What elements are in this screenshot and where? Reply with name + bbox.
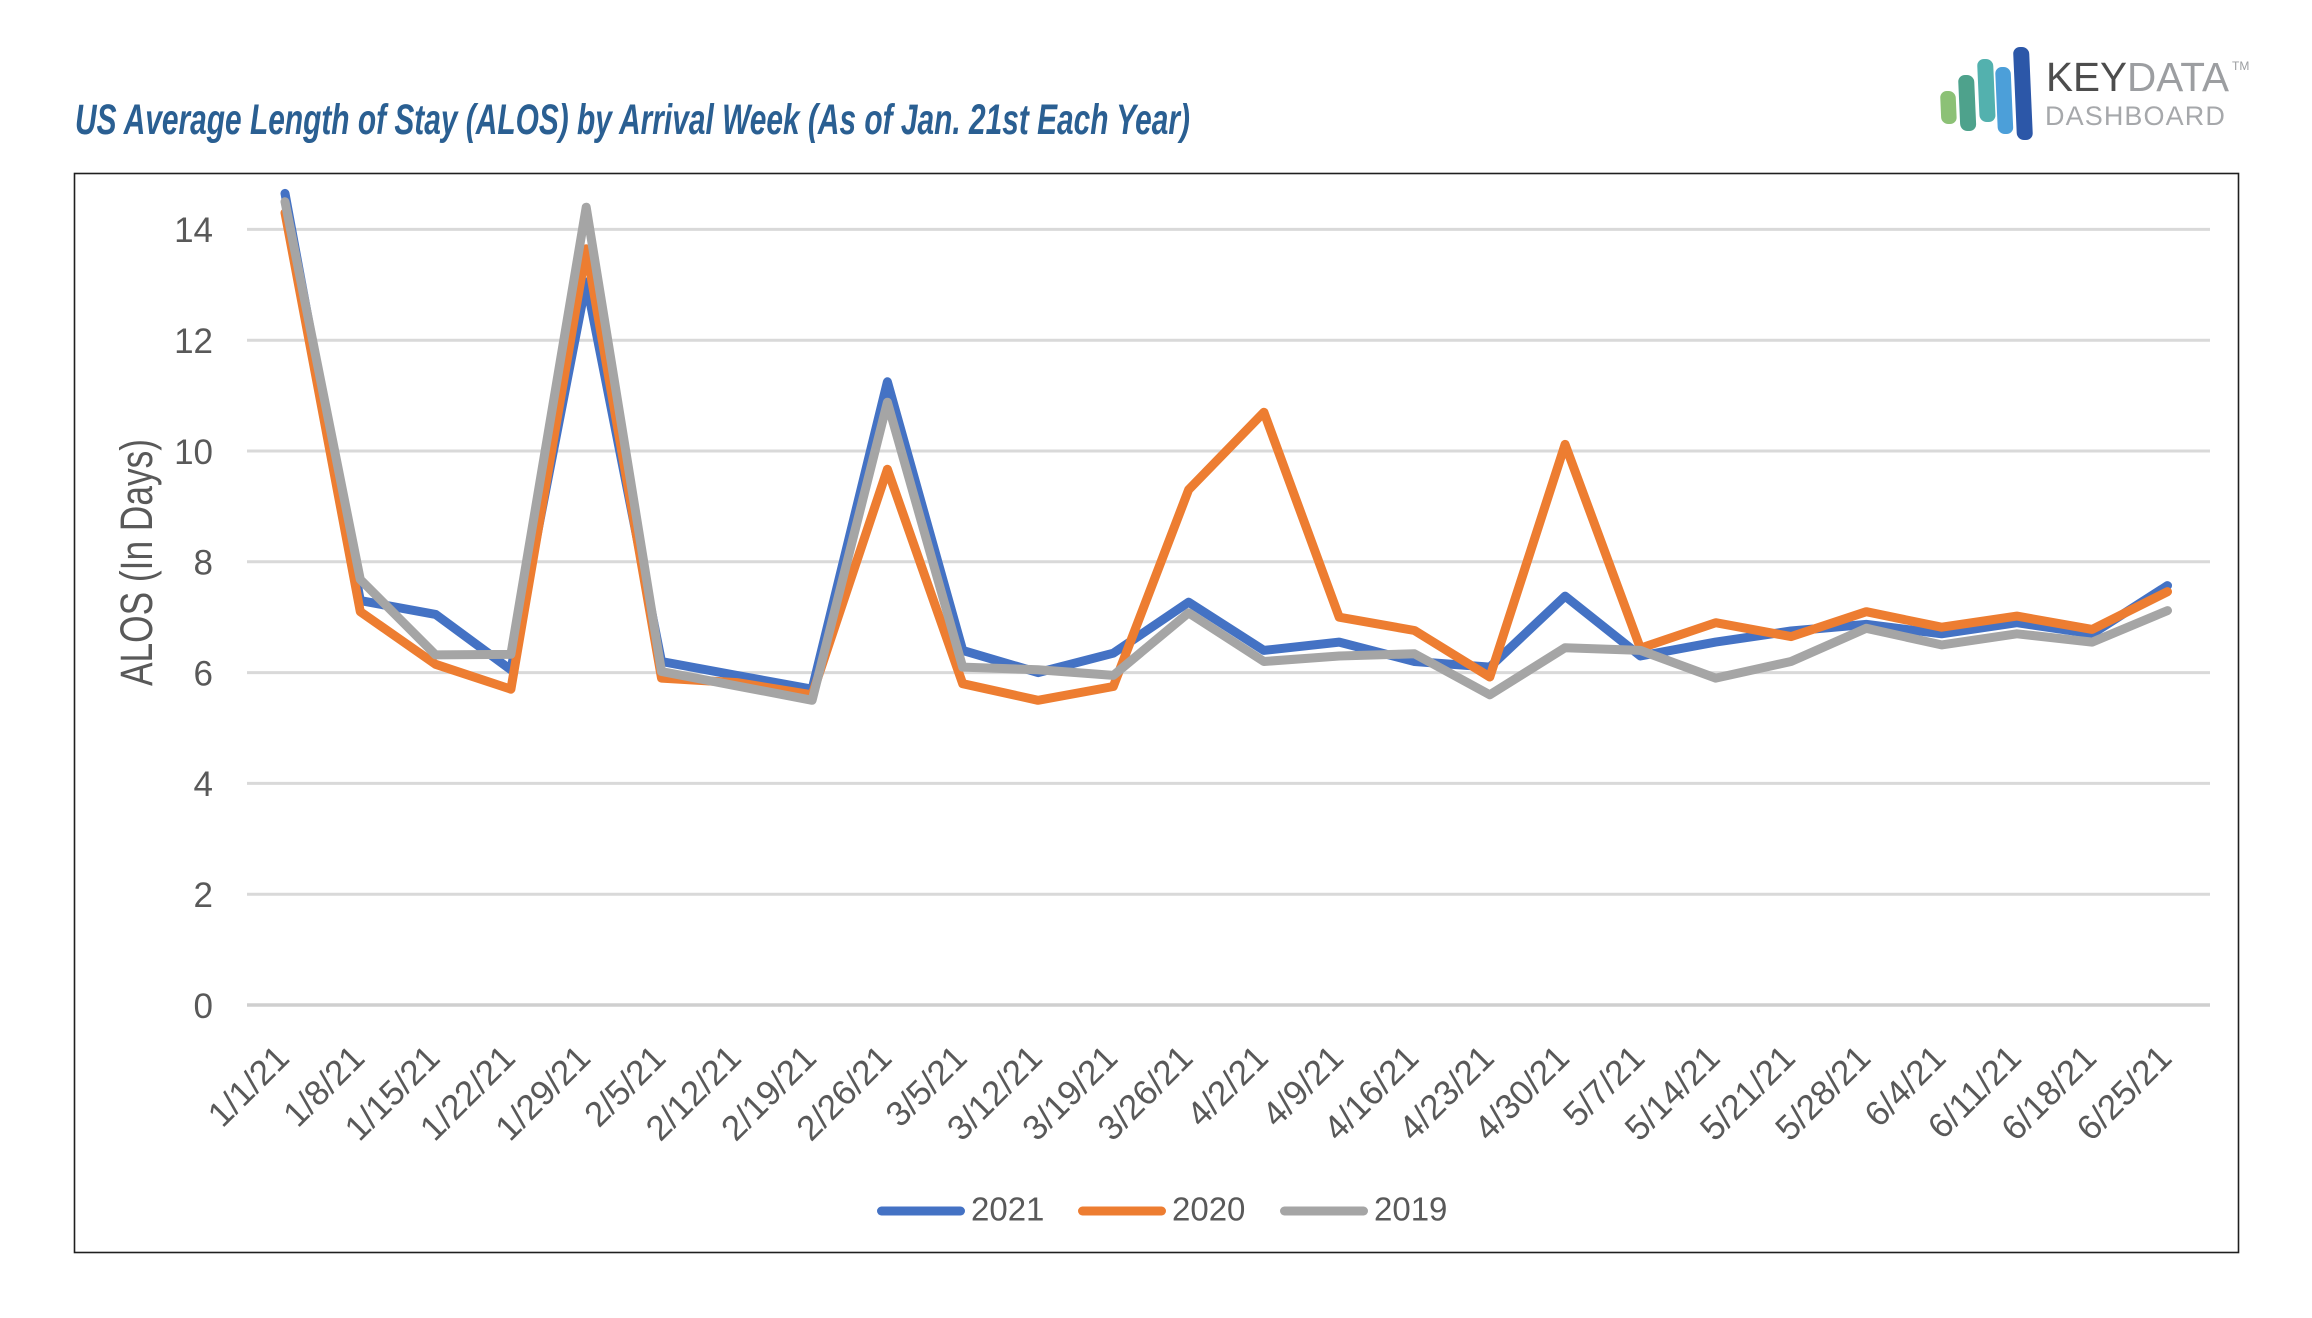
svg-text:ALOS (In Days): ALOS (In Days) [111, 439, 162, 686]
svg-text:4/2/21: 4/2/21 [1179, 1038, 1275, 1134]
svg-text:1/1/21: 1/1/21 [200, 1038, 296, 1134]
svg-text:KEYDATA: KEYDATA [2046, 54, 2230, 100]
svg-text:12: 12 [174, 322, 213, 361]
svg-text:TM: TM [2232, 59, 2249, 73]
svg-text:2021: 2021 [971, 1191, 1044, 1228]
svg-text:6: 6 [194, 654, 213, 693]
svg-text:4: 4 [194, 765, 213, 804]
svg-text:10: 10 [174, 433, 213, 472]
svg-text:DASHBOARD: DASHBOARD [2045, 101, 2226, 131]
svg-text:2020: 2020 [1172, 1191, 1245, 1228]
svg-text:2: 2 [194, 876, 213, 915]
svg-text:0: 0 [194, 987, 213, 1026]
svg-text:8: 8 [194, 544, 213, 583]
svg-text:14: 14 [174, 211, 213, 250]
svg-text:2019: 2019 [1374, 1191, 1447, 1228]
